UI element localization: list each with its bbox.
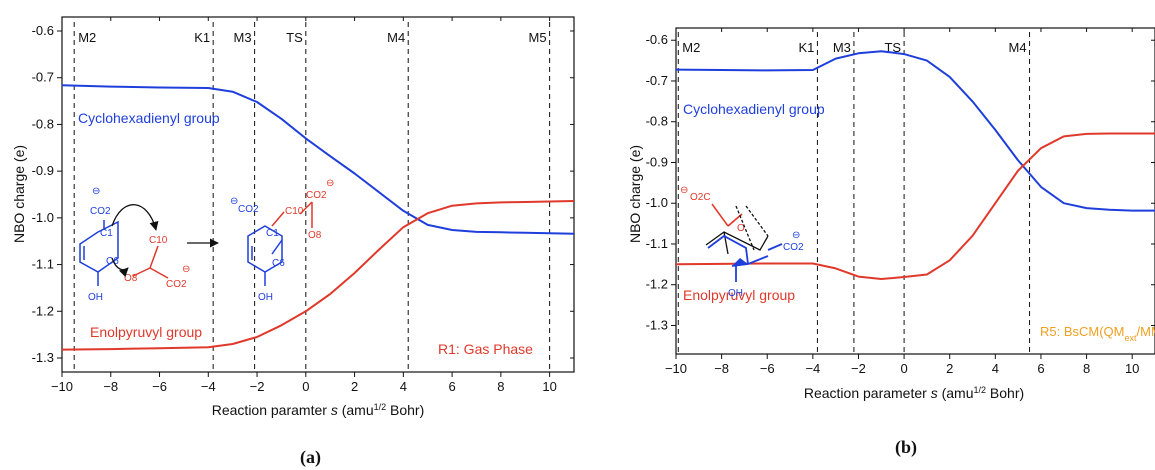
series-line-enolpyruvyl	[61, 200, 575, 351]
caption-a: (a)	[300, 447, 321, 467]
y-tick-label: -0.7	[32, 70, 54, 85]
marker-label-k1: K1	[194, 30, 210, 45]
x-tick-label: 6	[1037, 361, 1044, 376]
svg-text:CO2: CO2	[238, 204, 259, 215]
y-tick-label: -1.0	[32, 210, 54, 225]
y-tick-label: -1.2	[646, 277, 668, 292]
x-tick-label: 4	[400, 379, 407, 394]
marker-label-m5: M5	[529, 30, 547, 45]
x-tick-label: −10	[51, 379, 73, 394]
x-tick-label: −10	[665, 361, 687, 376]
svg-text:C1: C1	[266, 228, 279, 239]
xlabel-b: Reaction parameter s (amu1/2 Bohr)	[804, 385, 1024, 401]
annotation-b: R5: BsCM(QMext/MM)	[1040, 324, 1155, 343]
x-tick-label: −8	[103, 379, 118, 394]
svg-text:OH: OH	[258, 292, 273, 303]
y-tick-label: -0.9	[32, 163, 54, 178]
svg-text:C1: C1	[100, 228, 113, 239]
x-tick-label: 10	[1125, 361, 1139, 376]
marker-label-k1: K1	[799, 40, 815, 55]
y-tick-label: -0.6	[646, 32, 668, 47]
marker-label-m3: M3	[833, 40, 851, 55]
ylabel-a: NBO charge (e)	[11, 145, 27, 243]
y-tick-label: -1.3	[646, 317, 668, 332]
marker-label-m3: M3	[234, 30, 252, 45]
x-tick-label: −8	[714, 361, 729, 376]
x-tick-label: 2	[351, 379, 358, 394]
svg-text:O: O	[737, 223, 745, 234]
transition-state-inset: ⊖ O2C O CO2 ⊖ OH	[680, 185, 804, 299]
svg-text:⊖: ⊖	[326, 178, 334, 189]
svg-text:⊖: ⊖	[680, 185, 688, 196]
x-tick-label: −4	[805, 361, 820, 376]
svg-text:⊖: ⊖	[182, 264, 190, 275]
x-tick-label: −4	[201, 379, 216, 394]
svg-text:O8: O8	[124, 273, 138, 284]
x-tick-label: 4	[992, 361, 999, 376]
y-tick-label: -1.0	[646, 195, 668, 210]
series-label-cyclohexadienyl-b-line1: Cyclohexadienyl group	[683, 101, 825, 117]
series-label-enolpyruvyl-b: Enolpyruvyl group	[683, 287, 795, 303]
caption-b: (b)	[895, 437, 917, 457]
marker-label-m2: M2	[682, 40, 700, 55]
y-tick-label: -1.1	[32, 257, 54, 272]
svg-text:⊖: ⊖	[230, 196, 238, 207]
annotation-a: R1: Gas Phase	[438, 341, 533, 357]
marker-label-m4: M4	[1008, 40, 1026, 55]
svg-text:CO2: CO2	[783, 242, 804, 253]
y-tick-label: -1.3	[32, 350, 54, 365]
y-tick-label: -0.8	[646, 114, 668, 129]
series-label-enolpyruvyl-a: Enolpyruvyl group	[90, 324, 202, 340]
y-tick-label: -1.2	[32, 303, 54, 318]
svg-text:C10: C10	[285, 206, 304, 217]
marker-label-ts: TS	[286, 30, 303, 45]
reaction-scheme-inset: CO2 ⊖ C1 C6 OH C10 O8 CO2 ⊖	[79, 178, 334, 303]
x-tick-label: −6	[152, 379, 167, 394]
svg-text:C6: C6	[106, 256, 119, 267]
y-tick-label: -0.7	[646, 73, 668, 88]
x-tick-label: −2	[851, 361, 866, 376]
x-tick-label: 8	[497, 379, 504, 394]
chart-a: -0.6 -0.7 -0.8 -0.9 -1.0 -1.1 -1.2 -1.3 −10 −8 −6…	[11, 16, 575, 418]
series-label-cyclohexadienyl-a: Cyclohexadienyl group	[78, 110, 220, 126]
xlabel-a: Reaction paramter s (amu1/2 Bohr)	[212, 402, 425, 418]
svg-text:CO2: CO2	[90, 206, 111, 217]
x-tick-label: 0	[900, 361, 907, 376]
x-tick-label: 8	[1083, 361, 1090, 376]
svg-text:CO2: CO2	[166, 279, 187, 290]
svg-text:OH: OH	[88, 292, 103, 303]
plot-frame-b	[675, 27, 1155, 355]
svg-text:C6: C6	[272, 258, 285, 269]
svg-text:CO2: CO2	[306, 190, 327, 201]
svg-text:O8: O8	[308, 230, 322, 241]
y-tick-label: -0.6	[32, 23, 54, 38]
svg-text:OH: OH	[728, 288, 743, 299]
y-tick-label: -0.9	[646, 154, 668, 169]
marker-label-m2: M2	[78, 30, 96, 45]
x-tick-label: −6	[760, 361, 775, 376]
svg-text:⊖: ⊖	[792, 230, 800, 241]
plot-frame-a	[61, 16, 575, 373]
x-tick-label: −2	[250, 379, 265, 394]
series-line-enolpyruvyl	[675, 132, 1155, 280]
series-line-cyclohexadienyl	[61, 84, 575, 235]
ylabel-b: NBO charge (e)	[627, 145, 643, 243]
x-tick-label: 2	[946, 361, 953, 376]
svg-text:C10: C10	[149, 235, 168, 246]
series-line-cyclohexadienyl	[675, 50, 1155, 212]
svg-text:⊖: ⊖	[92, 186, 100, 197]
marker-label-m4: M4	[387, 30, 405, 45]
x-tick-label: 0	[302, 379, 309, 394]
y-tick-label: -1.1	[646, 236, 668, 251]
chart-b: -0.6 -0.7 -0.8 -0.9 -1.0 -1.1 -1.2 -1.3 −10 −8 −6…	[627, 27, 1155, 401]
y-tick-label: -0.8	[32, 116, 54, 131]
x-tick-label: 10	[542, 379, 556, 394]
x-tick-label: 6	[448, 379, 455, 394]
svg-text:O2C: O2C	[690, 192, 711, 203]
